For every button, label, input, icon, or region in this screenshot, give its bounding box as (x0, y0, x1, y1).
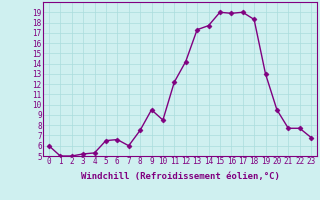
X-axis label: Windchill (Refroidissement éolien,°C): Windchill (Refroidissement éolien,°C) (81, 172, 279, 181)
